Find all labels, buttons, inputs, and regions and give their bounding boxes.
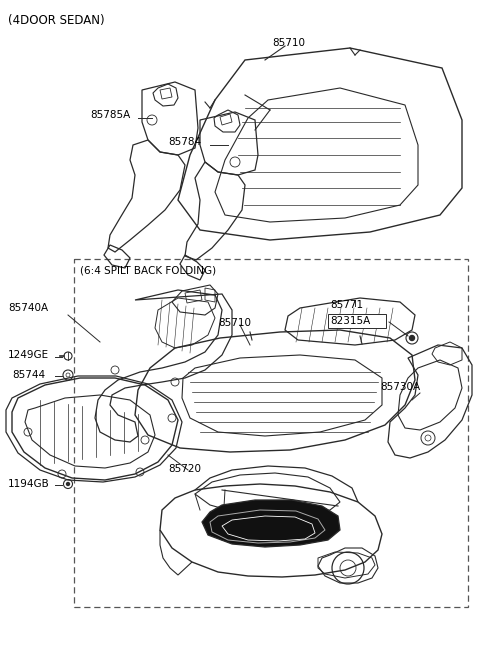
Text: 1249GE: 1249GE [8,350,49,360]
Bar [328,314,386,328]
Text: 85784: 85784 [168,137,201,147]
Text: 85710: 85710 [272,38,305,48]
Text: 85740A: 85740A [8,303,48,313]
Bar [74,259,468,607]
Text: 85785A: 85785A [90,110,130,120]
Circle shape [409,335,415,340]
Text: 85720: 85720 [168,464,201,474]
Text: 85744: 85744 [12,370,45,380]
Text: 1194GB: 1194GB [8,479,50,489]
Text: 85710: 85710 [218,318,251,328]
Text: 85771: 85771 [330,300,363,310]
Text: 85730A: 85730A [380,382,420,392]
Text: (4DOOR SEDAN): (4DOOR SEDAN) [8,14,105,27]
Circle shape [67,483,70,485]
Text: (6:4 SPILT BACK FOLDING): (6:4 SPILT BACK FOLDING) [81,265,216,275]
Text: 82315A: 82315A [330,316,370,326]
Polygon shape [202,500,340,547]
